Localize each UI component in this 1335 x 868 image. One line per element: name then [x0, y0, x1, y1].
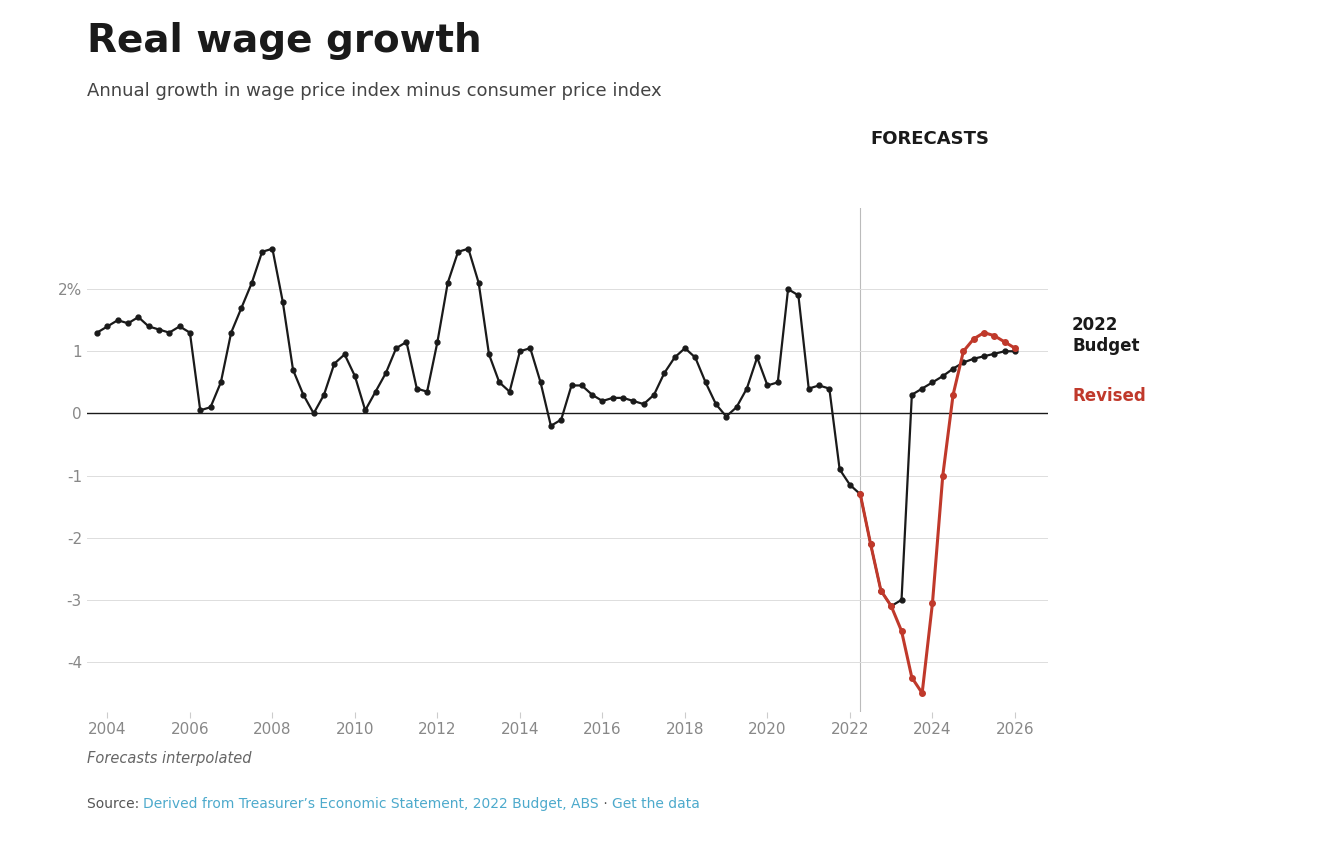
Text: Revised: Revised — [1072, 386, 1145, 404]
Text: Derived from Treasurer’s Economic Statement, 2022 Budget, ABS: Derived from Treasurer’s Economic Statem… — [143, 797, 599, 811]
Text: ·: · — [599, 797, 613, 811]
Text: 2022
Budget: 2022 Budget — [1072, 316, 1140, 355]
Text: Forecasts interpolated: Forecasts interpolated — [87, 751, 251, 766]
Text: Source:: Source: — [87, 797, 143, 811]
Text: Get the data: Get the data — [613, 797, 700, 811]
Text: FORECASTS: FORECASTS — [870, 130, 989, 148]
Text: Real wage growth: Real wage growth — [87, 22, 482, 60]
Text: Annual growth in wage price index minus consumer price index: Annual growth in wage price index minus … — [87, 82, 661, 101]
